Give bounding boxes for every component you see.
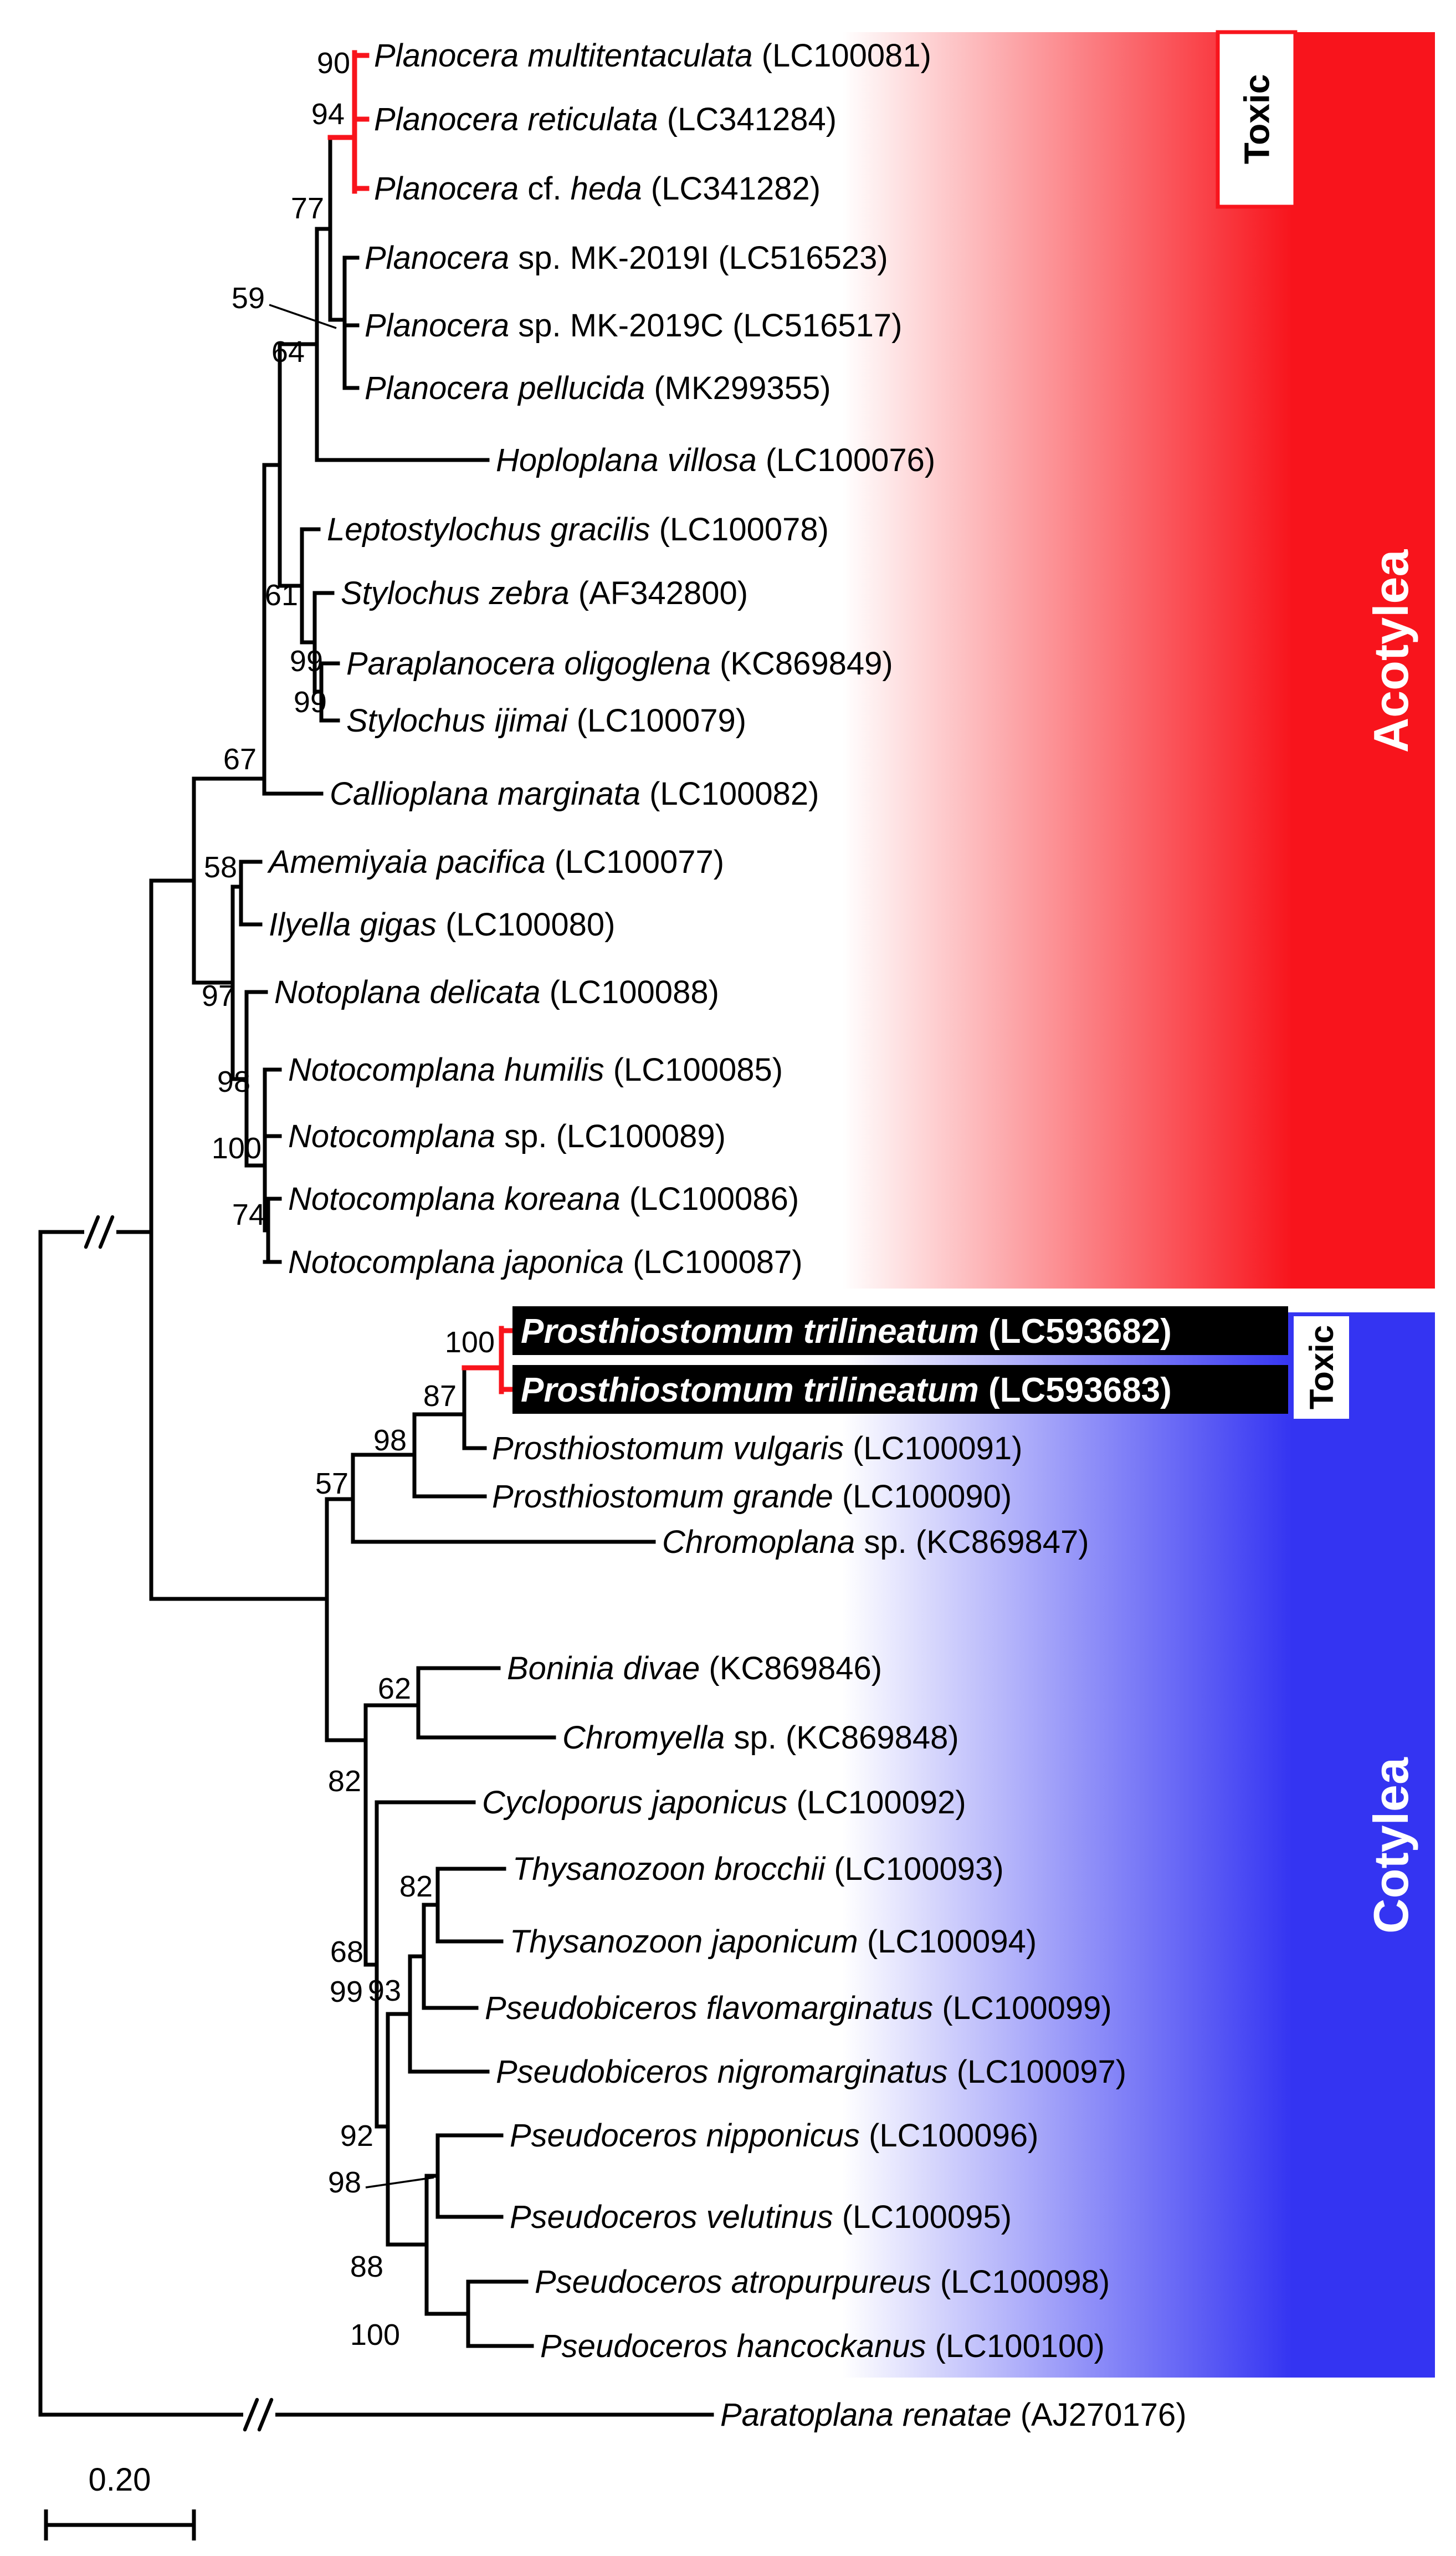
bootstrap-value: 77 <box>291 192 324 225</box>
taxon-label: Planocera reticulata (LC341284) <box>374 101 837 137</box>
clade-label-acotylea: Acotylea <box>1363 549 1418 753</box>
taxon-label: Planocera cf. heda (LC341282) <box>374 171 821 207</box>
bootstrap-pointer-line <box>269 304 337 329</box>
taxon-highlight-box <box>512 1306 1288 1355</box>
bootstrap-value: 57 <box>315 1467 348 1500</box>
bootstrap-value: 62 <box>378 1672 411 1705</box>
taxon-label: Pseudoceros velutinus (LC100095) <box>510 2199 1012 2235</box>
bootstrap-value: 98 <box>373 1424 407 1457</box>
bootstrap-value: 68 <box>330 1935 363 1969</box>
taxon-label: Boninia divae (KC869846) <box>507 1650 882 1686</box>
taxon-label: Paraplanocera oligoglena (KC869849) <box>346 646 893 682</box>
scale-bar-label: 0.20 <box>89 2462 151 2498</box>
bootstrap-value: 93 <box>368 1974 401 2007</box>
taxon-label: Thysanozoon japonicum (LC100094) <box>510 1924 1037 1960</box>
bootstrap-value: 67 <box>223 743 257 776</box>
taxon-label: Pseudobiceros flavomarginatus (LC100099) <box>485 1990 1112 2026</box>
taxon-label: Callioplana marginata (LC100082) <box>330 776 819 812</box>
break-slash <box>257 2397 274 2432</box>
bootstrap-value: 99 <box>290 645 323 678</box>
toxic-box <box>1294 1316 1349 1419</box>
toxic-label: Toxic <box>1303 1325 1340 1409</box>
bootstrap-value: 88 <box>350 2250 383 2283</box>
bootstrap-value: 98 <box>217 1065 250 1098</box>
clade-label-cotylea: Cotylea <box>1363 1757 1418 1934</box>
taxon-label: Stylochus ijimai (LC100079) <box>346 703 746 739</box>
branch-break-mark <box>84 1215 116 1249</box>
taxon-label: Planocera sp. MK-2019C (LC516517) <box>365 308 902 344</box>
bootstrap-value: 99 <box>330 1975 363 2008</box>
taxon-label: Prosthiostomum vulgaris (LC100091) <box>492 1430 1022 1466</box>
bootstrap-value: 99 <box>294 686 327 719</box>
taxon-label: Notocomplana humilis (LC100085) <box>288 1052 783 1088</box>
branch-break-mark <box>243 2397 275 2432</box>
bootstrap-value: 98 <box>328 2166 361 2199</box>
taxon-label: Cycloporus japonicus (LC100092) <box>482 1785 966 1821</box>
clade-band-acotylea <box>842 32 1435 1289</box>
taxon-label: Pseudoceros atropurpureus (LC100098) <box>535 2264 1110 2300</box>
bootstrap-value: 100 <box>212 1132 262 1165</box>
taxon-label: Pseudobiceros nigromarginatus (LC100097) <box>496 2054 1126 2090</box>
taxon-label: Pseudoceros nipponicus (LC100096) <box>510 2118 1038 2154</box>
bootstrap-value: 58 <box>204 851 237 884</box>
bootstrap-value: 82 <box>399 1870 433 1903</box>
taxon-label: Prosthiostomum trilineatum (LC593683) <box>521 1371 1172 1409</box>
taxon-highlight-box <box>512 1365 1288 1414</box>
bootstrap-value: 74 <box>232 1198 265 1231</box>
bootstrap-value: 61 <box>265 579 298 612</box>
bootstrap-value: 87 <box>423 1379 457 1413</box>
bootstrap-value: 59 <box>232 282 265 315</box>
taxon-label: Planocera sp. MK-2019I (LC516523) <box>365 240 888 276</box>
break-slash <box>243 2397 259 2432</box>
taxon-label: Leptostylochus gracilis (LC100078) <box>327 512 829 548</box>
taxon-label: Notocomplana sp. (LC100089) <box>288 1118 726 1154</box>
bootstrap-value: 64 <box>271 335 305 369</box>
taxon-label: Hoploplana villosa (LC100076) <box>496 442 935 478</box>
taxon-label: Pseudoceros hancockanus (LC100100) <box>540 2328 1105 2364</box>
taxon-label: Thysanozoon brocchii (LC100093) <box>512 1851 1004 1887</box>
bootstrap-value: 94 <box>311 98 345 131</box>
toxic-box <box>1216 30 1298 209</box>
taxon-label: Notocomplana japonica (LC100087) <box>288 1244 803 1280</box>
bootstrap-pointer-line <box>365 2176 434 2189</box>
break-slash <box>84 1215 100 1249</box>
bootstrap-value: 100 <box>350 2318 400 2351</box>
bootstrap-value: 90 <box>317 47 350 80</box>
taxon-label: Amemiyaia pacifica (LC100077) <box>267 844 724 880</box>
taxon-label: Prosthiostomum grande (LC100090) <box>492 1479 1012 1515</box>
taxon-label: Paratoplana renatae (AJ270176) <box>720 2397 1187 2433</box>
taxon-label: Notocomplana koreana (LC100086) <box>288 1181 799 1217</box>
scale-bar: 0.20 <box>44 2462 196 2540</box>
bootstrap-value: 97 <box>202 979 235 1013</box>
taxon-label: Planocera pellucida (MK299355) <box>365 370 831 406</box>
taxon-label: Chromyella sp. (KC869848) <box>562 1720 959 1756</box>
taxon-label: Ilyella gigas (LC100080) <box>269 907 616 943</box>
clade-band-cotylea <box>842 1312 1435 2378</box>
taxon-label: Chromoplana sp. (KC869847) <box>662 1524 1089 1560</box>
bootstrap-value: 92 <box>340 2119 373 2153</box>
taxon-label: Prosthiostomum trilineatum (LC593682) <box>521 1312 1172 1351</box>
taxon-label: Planocera multitentaculata (LC100081) <box>374 38 931 74</box>
bootstrap-value: 82 <box>328 1765 361 1798</box>
taxon-label: Stylochus zebra (AF342800) <box>341 575 748 611</box>
toxic-label: Toxic <box>1237 74 1276 164</box>
taxon-label: Notoplana delicata (LC100088) <box>274 974 719 1010</box>
break-slash <box>98 1215 115 1249</box>
bootstrap-value: 100 <box>445 1326 495 1359</box>
